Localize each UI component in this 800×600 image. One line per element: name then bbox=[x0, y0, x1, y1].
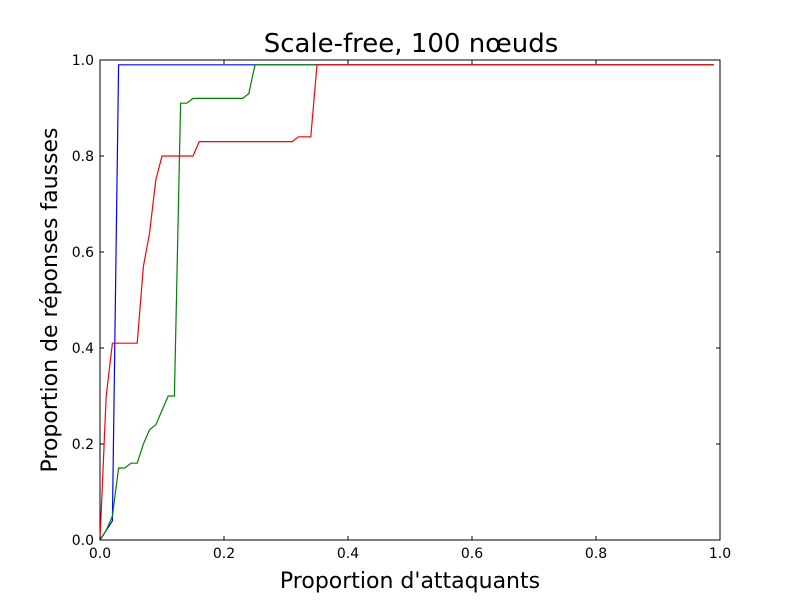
plot-area bbox=[99, 59, 721, 541]
x-tick-label: 0.4 bbox=[337, 546, 359, 562]
y-axis-label: Proportion de réponses fausses bbox=[38, 127, 63, 472]
x-axis-label: Proportion d'attaquants bbox=[280, 569, 540, 594]
y-tick-label: 0.8 bbox=[72, 149, 94, 165]
y-tick-label: 1.0 bbox=[72, 53, 94, 69]
series-layer bbox=[99, 64, 714, 541]
y-tick-label: 0.0 bbox=[72, 533, 94, 549]
y-tick-label: 0.2 bbox=[72, 437, 94, 453]
series-line-3 bbox=[99, 64, 714, 541]
y-tick-label: 0.4 bbox=[72, 341, 94, 357]
x-tick-label: 1.0 bbox=[709, 546, 731, 562]
chart-title: Scale-free, 100 nœuds bbox=[264, 29, 559, 59]
ticks-layer: 0.0 0.2 0.4 0.6 0.8 1.0 0.0 0.2 0.4 0.6 0.8 1.0 bbox=[72, 53, 731, 562]
x-tick-label: 0.2 bbox=[213, 546, 235, 562]
x-tick-label: 0.0 bbox=[89, 546, 111, 562]
x-tick-label: 0.6 bbox=[461, 546, 483, 562]
series-line-2 bbox=[99, 64, 714, 541]
x-tick-label: 0.8 bbox=[585, 546, 607, 562]
y-tick-label: 0.6 bbox=[72, 245, 94, 261]
